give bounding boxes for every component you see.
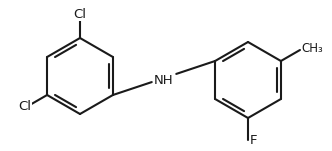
Text: Cl: Cl: [73, 8, 87, 21]
Text: F: F: [250, 133, 258, 146]
Text: NH: NH: [154, 74, 174, 87]
Text: CH₃: CH₃: [301, 42, 323, 56]
Text: Cl: Cl: [19, 101, 32, 114]
